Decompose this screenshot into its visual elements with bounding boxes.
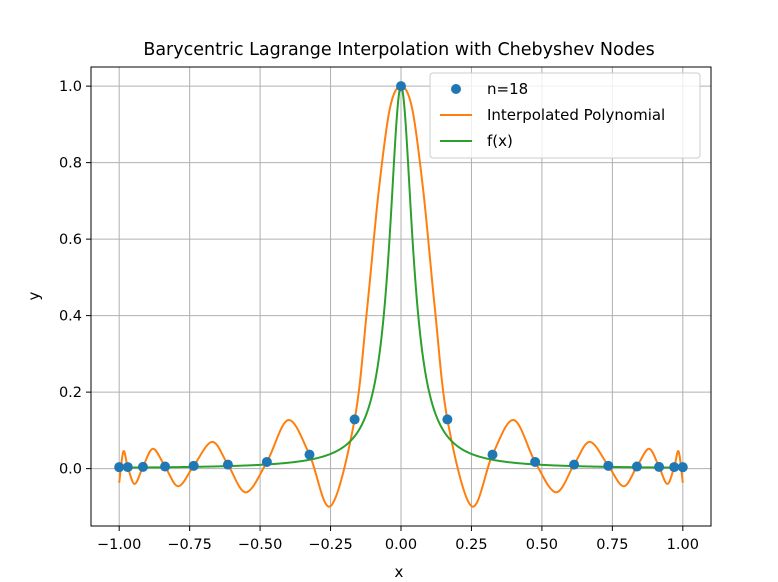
x-tick-label: 0.50 [526,537,558,553]
node-point [603,460,614,471]
y-tick-label: 0.4 [59,309,82,325]
node-point [188,460,199,471]
x-tick-label: −0.75 [167,537,211,553]
node-point [530,456,541,467]
node-point [261,456,272,467]
node-point [222,459,233,470]
legend-label-interpolated-polynomial: Interpolated Polynomial [487,106,665,124]
chart-title: Barycentric Lagrange Interpolation with … [143,40,654,60]
node-point [137,461,148,472]
node-point [114,462,125,473]
node-point [304,449,315,460]
y-axis-title: y [25,291,43,300]
node-point [442,414,453,425]
node-point [569,459,580,470]
plot-series [114,81,688,508]
x-tick-label: 0.00 [385,537,417,553]
node-point [396,81,406,92]
node-point [654,461,665,472]
x-tick-label: 0.25 [455,537,487,553]
legend-label-f-x: f(x) [487,132,513,150]
node-point [487,449,498,460]
legend-box [429,72,701,159]
node-point [122,462,133,473]
x-tick-label: −0.50 [238,537,282,553]
node-point [669,462,680,473]
y-tick-label: 0.0 [59,462,82,478]
node-point [160,461,171,472]
node-point [349,414,360,425]
y-tick-label: 0.8 [59,156,82,172]
y-tick-label: 1.0 [59,79,82,95]
legend-marker-nodes [451,84,461,94]
x-tick-label: −0.25 [308,537,352,553]
y-tick-label: 0.2 [59,385,82,401]
x-tick-label: 0.75 [596,537,628,553]
axis-ticks: −1.00 −0.75 −0.50 −0.25 0.00 0.25 0.50 0.75 1.00… [59,79,699,553]
legend-label-nodes: n=18 [487,80,528,98]
y-tick-label: 0.6 [59,232,82,248]
x-axis-title: x [395,563,404,581]
node-point [631,461,642,472]
x-tick-label: −1.00 [97,537,141,553]
x-tick-label: 1.00 [667,537,699,553]
legend: n=18 Interpolated Polynomial f(x) [429,72,701,159]
node-point [677,462,688,473]
